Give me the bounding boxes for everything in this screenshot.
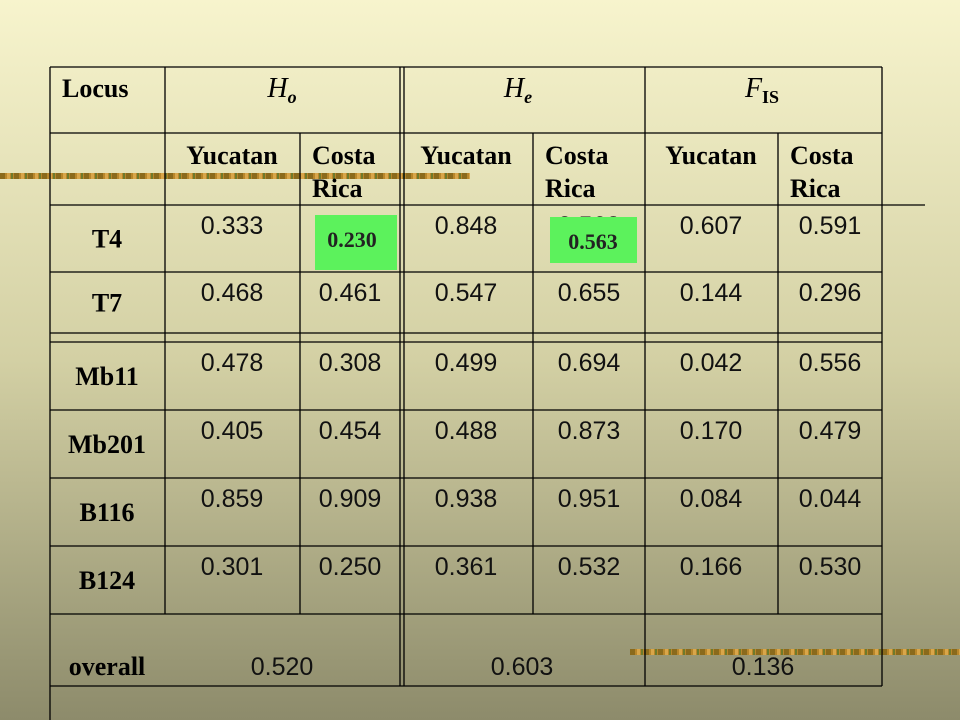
- row-label: Mb201: [68, 430, 146, 459]
- table-cell: 0.859: [201, 485, 264, 513]
- table-cell: 0.084: [680, 485, 743, 513]
- table-cell: 0.530: [799, 553, 862, 581]
- table-cell: 0.042: [680, 349, 743, 377]
- table-cell: 0.405: [201, 417, 264, 445]
- row-label: Mb11: [75, 362, 139, 391]
- table-cell: 0.951: [558, 485, 621, 513]
- header-cell: FIS: [744, 73, 779, 107]
- row-label: B116: [80, 498, 135, 527]
- header-cell: Ho: [266, 73, 296, 107]
- table-cell: 0.938: [435, 485, 498, 513]
- header-cell: He: [503, 73, 532, 107]
- header-cell: Costa: [312, 141, 376, 170]
- table-cell: 0.333: [201, 212, 264, 240]
- table-cell: 0.044: [799, 485, 862, 513]
- header-subscript: IS: [762, 87, 779, 107]
- table-cell: 0.520: [251, 653, 314, 681]
- table-cell: 0.301: [201, 553, 264, 581]
- table-cell: 0.308: [319, 349, 382, 377]
- decor-stripe: [0, 173, 470, 179]
- table-cell: 0.296: [799, 279, 862, 307]
- table-cell: 0.694: [558, 349, 621, 377]
- table-cell: 0.461: [319, 279, 382, 307]
- table-cell: 0.170: [680, 417, 743, 445]
- table-lines: [49, 66, 925, 720]
- highlight-text: 0.230: [327, 227, 377, 252]
- table-cell: 0.488: [435, 417, 498, 445]
- table-cell: 0.591: [799, 212, 862, 240]
- header-cell: Costa: [545, 141, 609, 170]
- header-cell: Rica: [545, 174, 596, 203]
- table-cell: 0.454: [319, 417, 382, 445]
- header-cell: Rica: [790, 174, 841, 203]
- highlight-text: 0.563: [568, 229, 618, 254]
- highlight-box: [550, 217, 637, 263]
- table-cell: 0.250: [319, 553, 382, 581]
- table-cell: 0.166: [680, 553, 743, 581]
- table-cell: 0.136: [732, 653, 795, 681]
- header-symbol: H: [266, 73, 289, 104]
- header-cell: Yucatan: [665, 141, 757, 170]
- table-cell: 0.848: [435, 212, 498, 240]
- table-cell: 0.532: [558, 553, 621, 581]
- header-cell: Costa: [790, 141, 854, 170]
- table-cell: 0.603: [491, 653, 554, 681]
- table-cell: 0.607: [680, 212, 743, 240]
- table-cell: 0.499: [435, 349, 498, 377]
- header-cell: Rica: [312, 174, 363, 203]
- header-subscript: o: [288, 87, 297, 107]
- header-symbol: F: [744, 73, 763, 104]
- table-cell: 0.556: [799, 349, 862, 377]
- header-subscript: e: [524, 87, 532, 107]
- table-cell: 0.361: [435, 553, 498, 581]
- table-cell: 0.478: [201, 349, 264, 377]
- header-cell: Yucatan: [186, 141, 278, 170]
- table-cell: 0.468: [201, 279, 264, 307]
- table-cell: 0.479: [799, 417, 862, 445]
- header-cell: Yucatan: [420, 141, 512, 170]
- table-cell: 0.547: [435, 279, 498, 307]
- table-cell: 0.144: [680, 279, 743, 307]
- row-label: T7: [92, 289, 122, 318]
- decor-stripe: [630, 649, 960, 655]
- row-label: T4: [92, 225, 122, 254]
- highlight-box: [315, 215, 397, 270]
- table-cell: 0.909: [319, 485, 382, 513]
- table-cell: 0.655: [558, 279, 621, 307]
- row-label: overall: [69, 652, 146, 681]
- row-label: B124: [79, 566, 135, 595]
- header-symbol: H: [503, 73, 526, 104]
- table-cell: 0.873: [558, 417, 621, 445]
- header-cell: Locus: [62, 74, 128, 103]
